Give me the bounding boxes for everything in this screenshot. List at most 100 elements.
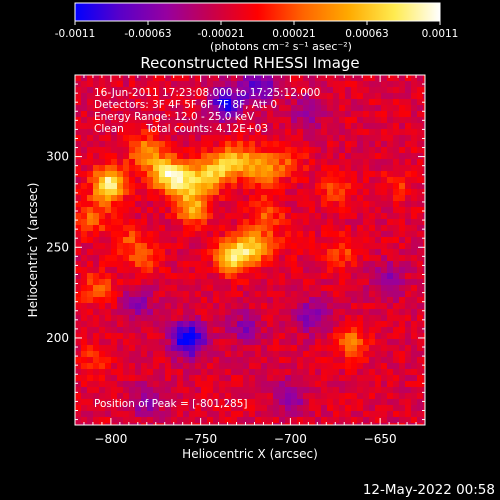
heatmap-cell bbox=[279, 99, 285, 105]
heatmap-cell bbox=[75, 159, 81, 165]
heatmap-cell bbox=[297, 261, 303, 267]
heatmap-cell bbox=[417, 243, 423, 249]
heatmap-cell bbox=[417, 195, 423, 201]
heatmap-cell bbox=[171, 189, 177, 195]
heatmap-cell bbox=[399, 123, 405, 129]
heatmap-cell bbox=[255, 309, 261, 315]
heatmap-cell bbox=[393, 267, 399, 273]
heatmap-cell bbox=[297, 165, 303, 171]
heatmap-cell bbox=[315, 111, 321, 117]
heatmap-cell bbox=[387, 291, 393, 297]
heatmap-cell bbox=[183, 261, 189, 267]
heatmap-cell bbox=[183, 165, 189, 171]
heatmap-cell bbox=[153, 303, 159, 309]
heatmap-cell bbox=[243, 255, 249, 261]
heatmap-cell bbox=[357, 243, 363, 249]
heatmap-cell bbox=[99, 261, 105, 267]
heatmap-cell bbox=[279, 273, 285, 279]
heatmap-cell bbox=[411, 93, 417, 99]
heatmap-cell bbox=[201, 255, 207, 261]
heatmap-cell bbox=[369, 141, 375, 147]
heatmap-cell bbox=[117, 303, 123, 309]
heatmap-cell bbox=[357, 159, 363, 165]
heatmap-cell bbox=[303, 315, 309, 321]
heatmap-cell bbox=[279, 369, 285, 375]
heatmap-cell bbox=[225, 309, 231, 315]
heatmap-cell bbox=[399, 387, 405, 393]
heatmap-cell bbox=[189, 129, 195, 135]
heatmap-cell bbox=[219, 87, 225, 93]
heatmap-cell bbox=[225, 363, 231, 369]
heatmap-cell bbox=[351, 303, 357, 309]
heatmap-cell bbox=[243, 315, 249, 321]
heatmap-cell bbox=[285, 405, 291, 411]
heatmap-cell bbox=[411, 381, 417, 387]
heatmap-cell bbox=[285, 411, 291, 417]
heatmap-cell bbox=[369, 147, 375, 153]
heatmap-cell bbox=[207, 291, 213, 297]
heatmap-cell bbox=[117, 387, 123, 393]
heatmap-cell bbox=[297, 423, 303, 425]
heatmap-cell bbox=[297, 183, 303, 189]
heatmap-cell bbox=[249, 405, 255, 411]
heatmap-cell bbox=[381, 135, 387, 141]
heatmap-cell bbox=[381, 267, 387, 273]
heatmap-cell bbox=[243, 393, 249, 399]
heatmap-cell bbox=[321, 207, 327, 213]
heatmap-cell bbox=[81, 189, 87, 195]
heatmap-cell bbox=[255, 267, 261, 273]
heatmap-cell bbox=[243, 207, 249, 213]
heatmap-cell bbox=[147, 129, 153, 135]
heatmap-cell bbox=[81, 135, 87, 141]
heatmap-cell bbox=[165, 327, 171, 333]
heatmap-cell bbox=[387, 381, 393, 387]
heatmap-cell bbox=[279, 207, 285, 213]
heatmap-cell bbox=[399, 99, 405, 105]
heatmap-cell bbox=[303, 159, 309, 165]
heatmap-cell bbox=[357, 357, 363, 363]
heatmap-cell bbox=[381, 147, 387, 153]
heatmap-cell bbox=[393, 117, 399, 123]
heatmap-cell bbox=[105, 207, 111, 213]
heatmap-cell bbox=[201, 297, 207, 303]
heatmap-cell bbox=[321, 393, 327, 399]
heatmap-cell bbox=[117, 363, 123, 369]
heatmap-cell bbox=[387, 237, 393, 243]
heatmap-cell bbox=[99, 393, 105, 399]
heatmap-cell bbox=[147, 225, 153, 231]
heatmap-cell bbox=[183, 369, 189, 375]
heatmap-cell bbox=[291, 123, 297, 129]
heatmap-cell bbox=[213, 147, 219, 153]
heatmap-cell bbox=[93, 279, 99, 285]
heatmap-cell bbox=[327, 201, 333, 207]
heatmap-cell bbox=[369, 135, 375, 141]
heatmap-cell bbox=[87, 225, 93, 231]
heatmap-cell bbox=[399, 195, 405, 201]
heatmap-cell bbox=[141, 255, 147, 261]
heatmap-cell bbox=[405, 333, 411, 339]
heatmap-cell bbox=[237, 303, 243, 309]
heatmap-cell bbox=[189, 375, 195, 381]
heatmap-cell bbox=[129, 333, 135, 339]
heatmap-cell bbox=[135, 315, 141, 321]
heatmap-cell bbox=[195, 201, 201, 207]
heatmap-cell bbox=[237, 201, 243, 207]
heatmap-cell bbox=[207, 237, 213, 243]
heatmap-cell bbox=[345, 423, 351, 425]
heatmap-cell bbox=[345, 171, 351, 177]
heatmap-cell bbox=[159, 255, 165, 261]
heatmap-cell bbox=[117, 381, 123, 387]
heatmap-cell bbox=[417, 423, 423, 425]
heatmap-cell bbox=[141, 357, 147, 363]
heatmap-cell bbox=[123, 129, 129, 135]
heatmap-cell bbox=[225, 327, 231, 333]
heatmap-cell bbox=[261, 87, 267, 93]
heatmap-cell bbox=[339, 165, 345, 171]
heatmap-cell bbox=[339, 375, 345, 381]
heatmap-cell bbox=[255, 327, 261, 333]
heatmap-cell bbox=[339, 177, 345, 183]
heatmap-cell bbox=[135, 171, 141, 177]
heatmap-cell bbox=[207, 321, 213, 327]
heatmap-cell bbox=[381, 339, 387, 345]
heatmap-cell bbox=[285, 291, 291, 297]
